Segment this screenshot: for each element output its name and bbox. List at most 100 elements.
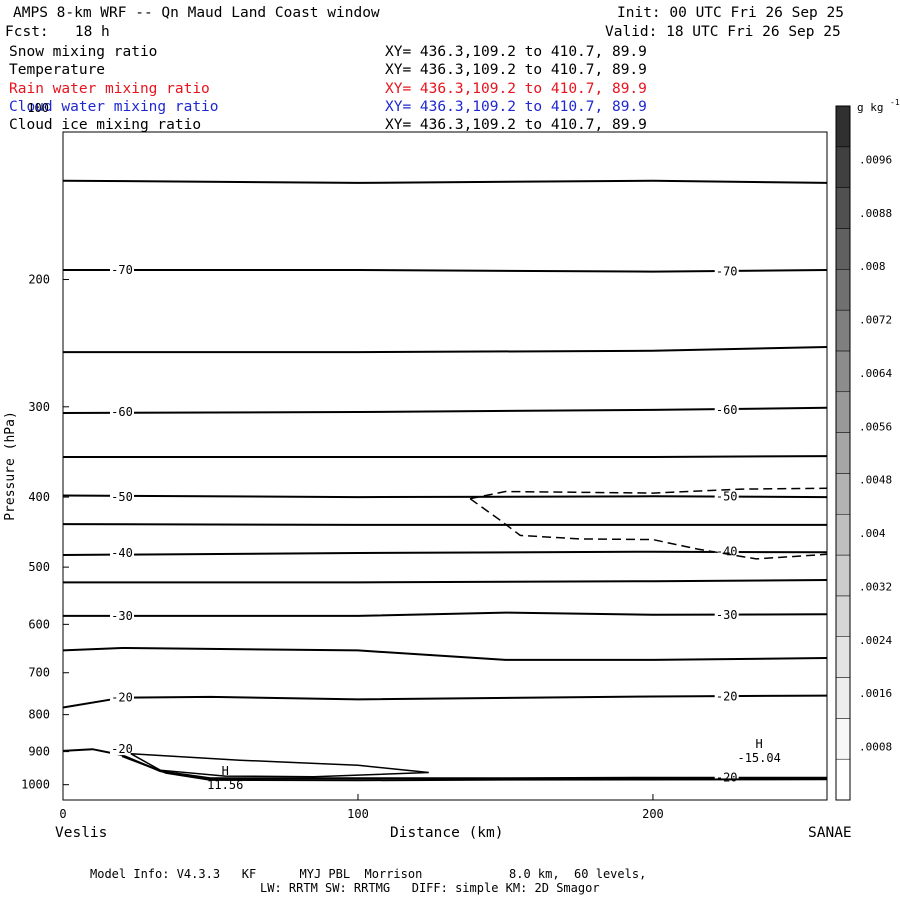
isotherm-label-bg bbox=[714, 264, 739, 278]
colorbar-swatch bbox=[835, 473, 851, 515]
colorbar-tick-label: .0096 bbox=[859, 153, 892, 166]
colorbar-tick-label: .0056 bbox=[859, 420, 892, 433]
y-tick-label-top: 100 bbox=[27, 101, 49, 115]
field-xy-cloud-ice: XY= 436.3,109.2 to 410.7, 89.9 bbox=[385, 117, 647, 133]
field-xy-cloud-water: XY= 436.3,109.2 to 410.7, 89.9 bbox=[385, 99, 647, 115]
isotherm-label-bg bbox=[109, 490, 134, 504]
model-info-line1: Model Info: V4.3.3 KF MYJ PBL Morrison 8… bbox=[90, 867, 647, 881]
colorbar-swatch bbox=[835, 758, 851, 801]
isotherm-line bbox=[62, 646, 828, 661]
isotherm-label-bg bbox=[109, 742, 134, 756]
y-tick-label: 900 bbox=[28, 745, 50, 759]
field-name-cloud-water: Cloud water mixing ratio bbox=[9, 99, 219, 115]
isotherm-label-bg bbox=[109, 608, 134, 622]
isotherm-label-bg bbox=[109, 690, 134, 704]
colorbar-frame bbox=[835, 105, 851, 801]
field-xy-rain: XY= 436.3,109.2 to 410.7, 89.9 bbox=[385, 81, 647, 97]
cloud-ice-layer bbox=[130, 487, 828, 778]
high-value: -15.04 bbox=[737, 751, 780, 765]
colorbar-swatch bbox=[835, 513, 851, 556]
isotherm-line bbox=[62, 523, 827, 526]
field-name-rain: Rain water mixing ratio bbox=[9, 81, 210, 97]
colorbar-swatch bbox=[835, 677, 851, 719]
colorbar-tick-label: .0032 bbox=[859, 580, 892, 593]
colorbar-swatch bbox=[835, 309, 851, 352]
field-xy-temperature: XY= 436.3,109.2 to 410.7, 89.9 bbox=[385, 62, 647, 78]
high-symbol: H bbox=[222, 764, 229, 778]
isotherm-layer: -70 -70 -60 -60 -50 -50 -40 -40 -30 -30 -20 -20 -20 -… bbox=[62, 179, 828, 785]
cloud-ice-contour bbox=[469, 487, 828, 500]
isotherm-label: -40 bbox=[716, 545, 738, 559]
cloud-ice-contour bbox=[469, 498, 828, 560]
isotherm-line bbox=[63, 269, 828, 273]
isotherm-label: -40 bbox=[111, 546, 133, 560]
colorbar-tick-label: .0024 bbox=[859, 634, 892, 647]
cloud-ice-contour bbox=[130, 752, 429, 778]
colorbar-swatch bbox=[835, 350, 851, 393]
isotherm-label: -30 bbox=[111, 609, 133, 623]
x-axis-ticks: 0 100 200 bbox=[59, 794, 664, 821]
high-markers: H11.56H-15.04 bbox=[207, 737, 781, 792]
colorbar: .0008 .0016 .0024 .0032 .004 .0048 .0056 .0064.… bbox=[835, 98, 900, 801]
y-axis-label: Pressure (hPa) bbox=[3, 411, 18, 521]
isotherm-label: -70 bbox=[716, 265, 738, 279]
isotherm-label: -50 bbox=[111, 490, 133, 504]
colorbar-swatch bbox=[835, 718, 851, 760]
colorbar-swatch bbox=[835, 595, 851, 637]
isotherm-label: -30 bbox=[716, 608, 738, 622]
colorbar-swatch bbox=[835, 228, 851, 270]
isotherm-line bbox=[62, 179, 828, 184]
isotherm-label: -20 bbox=[716, 771, 738, 785]
high-symbol: H bbox=[756, 737, 763, 751]
colorbar-swatch bbox=[835, 636, 851, 678]
isotherm-label-bg bbox=[714, 544, 739, 558]
y-tick-label: 700 bbox=[28, 666, 50, 680]
forecast-hour: Fcst: 18 h bbox=[5, 24, 110, 40]
high-value: 11.56 bbox=[207, 778, 243, 792]
left-endpoint-label: Veslis bbox=[55, 825, 108, 841]
isotherm-label: -20 bbox=[111, 691, 133, 705]
isotherm-line bbox=[63, 346, 828, 354]
field-name-snow: Snow mixing ratio bbox=[9, 44, 158, 60]
plot-frame bbox=[62, 131, 828, 801]
x-axis-label: Distance (km) bbox=[390, 825, 504, 841]
init-time: Init: 00 UTC Fri 26 Sep 25 bbox=[617, 5, 844, 21]
isotherm-line bbox=[62, 694, 828, 709]
isotherm-line bbox=[62, 748, 827, 780]
colorbar-swatch bbox=[835, 187, 851, 229]
isotherm-label: -60 bbox=[111, 405, 133, 419]
field-xy-snow: XY= 436.3,109.2 to 410.7, 89.9 bbox=[385, 44, 647, 60]
colorbar-tick-label: .0064 bbox=[859, 367, 892, 380]
y-tick-label: 400 bbox=[28, 490, 50, 504]
colorbar-unit: g kg bbox=[857, 101, 884, 114]
colorbar-swatch bbox=[835, 432, 851, 474]
colorbar-tick-label: .0048 bbox=[859, 474, 892, 487]
colorbar-tick-label: .0016 bbox=[859, 687, 892, 700]
isotherm-label-bg bbox=[714, 607, 739, 621]
colorbar-tick-label: .0008 bbox=[859, 741, 892, 754]
colorbar-swatch bbox=[835, 391, 851, 433]
isotherm-label: -20 bbox=[716, 689, 738, 703]
isotherm-label-bg bbox=[109, 262, 134, 276]
isotherm-line bbox=[62, 406, 828, 414]
isotherm-line bbox=[62, 550, 828, 556]
isotherm-label-bg bbox=[714, 689, 739, 703]
isotherm-label: -20 bbox=[111, 742, 133, 756]
field-name-cloud-ice: Cloud ice mixing ratio bbox=[9, 117, 202, 133]
colorbar-tick-label: .008 bbox=[859, 260, 886, 273]
isotherm-label: -60 bbox=[716, 403, 738, 417]
isotherm-line bbox=[63, 611, 828, 617]
model-info-line2: LW: RRTM SW: RRTMG DIFF: simple KM: 2D S… bbox=[260, 881, 600, 895]
y-tick-label: 200 bbox=[28, 273, 50, 287]
x-tick-label: 200 bbox=[642, 807, 664, 821]
colorbar-tick-label: .0088 bbox=[859, 207, 892, 220]
colorbar-swatch bbox=[835, 105, 851, 148]
y-tick-label: 600 bbox=[28, 617, 50, 631]
isotherm-label: -70 bbox=[111, 263, 133, 277]
isotherm-label-bg bbox=[109, 404, 134, 418]
isotherm-label: -50 bbox=[716, 489, 738, 503]
colorbar-unit-exponent: -1 bbox=[890, 98, 900, 107]
isotherm-line bbox=[63, 455, 828, 458]
colorbar-swatch bbox=[835, 554, 851, 597]
